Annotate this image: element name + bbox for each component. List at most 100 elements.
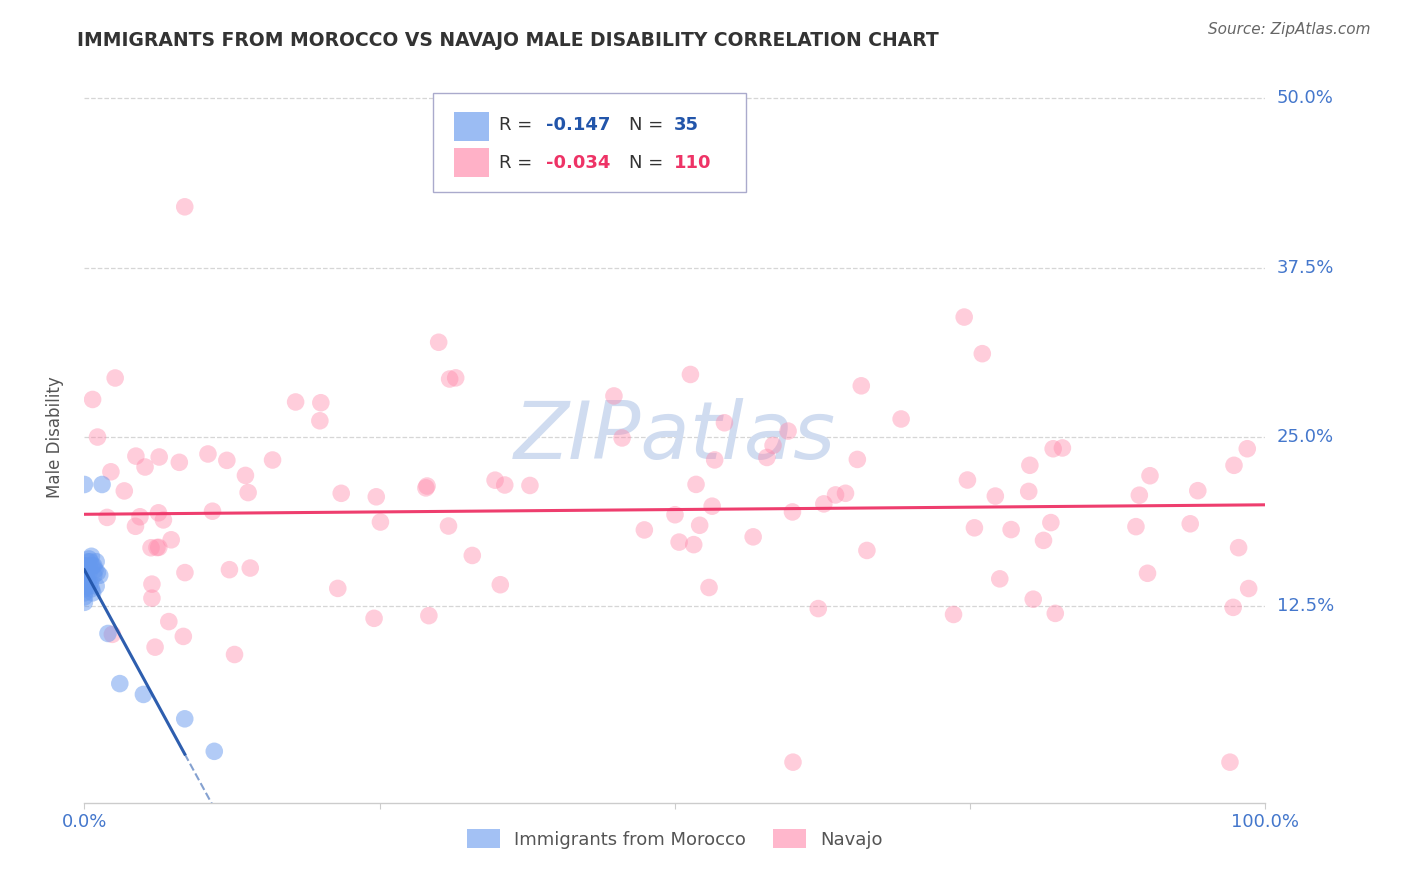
Point xyxy=(79,555,101,569)
Point xyxy=(79,576,101,591)
Point xyxy=(484,473,506,487)
Point xyxy=(124,519,146,533)
Point xyxy=(73,568,96,582)
Point xyxy=(262,453,284,467)
Bar xyxy=(454,112,489,141)
Point xyxy=(235,468,257,483)
Point xyxy=(439,372,461,386)
Point xyxy=(89,568,111,582)
Point xyxy=(813,497,835,511)
Point xyxy=(141,577,163,591)
Point xyxy=(86,566,108,580)
Point xyxy=(84,563,107,577)
Point xyxy=(668,535,690,549)
Text: ZIPatlas: ZIPatlas xyxy=(513,398,837,476)
Text: 12.5%: 12.5% xyxy=(1277,598,1334,615)
Point xyxy=(1032,533,1054,548)
Point xyxy=(890,412,912,426)
Point xyxy=(697,581,720,595)
Point xyxy=(284,395,307,409)
Point xyxy=(330,486,353,500)
Text: N =: N = xyxy=(628,116,669,134)
Point xyxy=(778,424,800,438)
Point xyxy=(1125,519,1147,533)
Text: N =: N = xyxy=(628,153,669,172)
Point xyxy=(73,590,96,604)
Point xyxy=(1052,441,1074,455)
Text: 50.0%: 50.0% xyxy=(1277,89,1333,107)
Point xyxy=(82,558,104,573)
Point xyxy=(215,453,238,467)
Point xyxy=(633,523,655,537)
Point xyxy=(1128,488,1150,502)
Point xyxy=(104,371,127,385)
Point xyxy=(1042,442,1064,456)
Point xyxy=(972,346,994,360)
Point xyxy=(1222,600,1244,615)
Point xyxy=(80,549,103,564)
Legend: Immigrants from Morocco, Navajo: Immigrants from Morocco, Navajo xyxy=(460,822,890,856)
Point xyxy=(489,578,512,592)
Point xyxy=(461,549,484,563)
Point xyxy=(366,490,388,504)
Point xyxy=(1236,442,1258,456)
Point xyxy=(326,582,349,596)
Point xyxy=(682,538,704,552)
Point xyxy=(132,688,155,702)
Point xyxy=(224,648,246,662)
Point xyxy=(309,414,332,428)
Point xyxy=(309,395,332,409)
Point xyxy=(370,515,392,529)
Point xyxy=(101,627,124,641)
Point xyxy=(782,755,804,769)
Point xyxy=(963,521,986,535)
Point xyxy=(202,744,225,758)
Point xyxy=(610,431,633,445)
Point xyxy=(73,582,96,596)
Point xyxy=(1045,607,1067,621)
Point xyxy=(84,579,107,593)
Point xyxy=(197,447,219,461)
Point xyxy=(129,509,152,524)
Point xyxy=(807,601,830,615)
Point xyxy=(73,574,96,588)
Point xyxy=(953,310,976,324)
Point xyxy=(73,579,96,593)
Point xyxy=(984,489,1007,503)
Point xyxy=(134,460,156,475)
Point xyxy=(160,533,183,547)
Point xyxy=(108,676,131,690)
Point xyxy=(96,510,118,524)
Point xyxy=(76,558,98,573)
Point xyxy=(169,455,191,469)
Text: R =: R = xyxy=(499,116,538,134)
Point xyxy=(82,392,104,407)
Point xyxy=(851,379,873,393)
Point xyxy=(1227,541,1250,555)
Point xyxy=(782,505,804,519)
Point xyxy=(685,477,707,491)
Point xyxy=(77,566,100,580)
Point xyxy=(139,541,162,555)
Point xyxy=(824,488,846,502)
Point xyxy=(218,563,240,577)
Point xyxy=(141,591,163,606)
Point xyxy=(846,452,869,467)
Point xyxy=(73,586,96,600)
Point xyxy=(519,478,541,492)
Point xyxy=(834,486,856,500)
Point xyxy=(173,200,195,214)
Point xyxy=(77,555,100,569)
Point xyxy=(702,499,724,513)
Point xyxy=(173,712,195,726)
Point xyxy=(1219,755,1241,769)
Point xyxy=(1180,516,1202,531)
Text: 25.0%: 25.0% xyxy=(1277,428,1334,446)
Point xyxy=(82,586,104,600)
Point xyxy=(148,506,170,520)
Y-axis label: Male Disability: Male Disability xyxy=(45,376,63,498)
Point xyxy=(112,483,135,498)
Point xyxy=(1039,516,1062,530)
Point xyxy=(236,485,259,500)
Text: 35: 35 xyxy=(673,116,699,134)
